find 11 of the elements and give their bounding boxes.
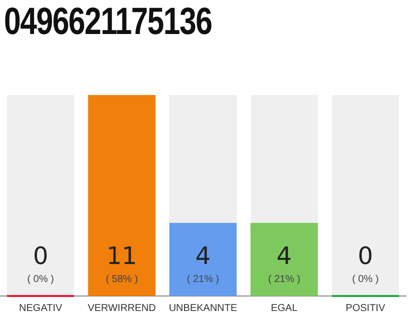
chart-title: 0496621175136: [4, 0, 212, 44]
data-label: 0 ( 0% ): [27, 242, 54, 285]
x-tick-label: VERWIRREND: [88, 302, 156, 314]
data-label: 11 ( 58% ): [106, 242, 138, 285]
data-label: 0 ( 0% ): [352, 242, 379, 285]
data-label: 4 ( 21% ): [186, 242, 220, 285]
x-tick-label: NEGATIV: [19, 302, 63, 314]
data-label: 4 ( 21% ): [268, 242, 300, 285]
x-tick-label: UNBEKANNTE: [168, 302, 238, 314]
x-tick-label: POSITIV: [346, 302, 386, 314]
x-tick-label: EGAL: [270, 302, 298, 314]
